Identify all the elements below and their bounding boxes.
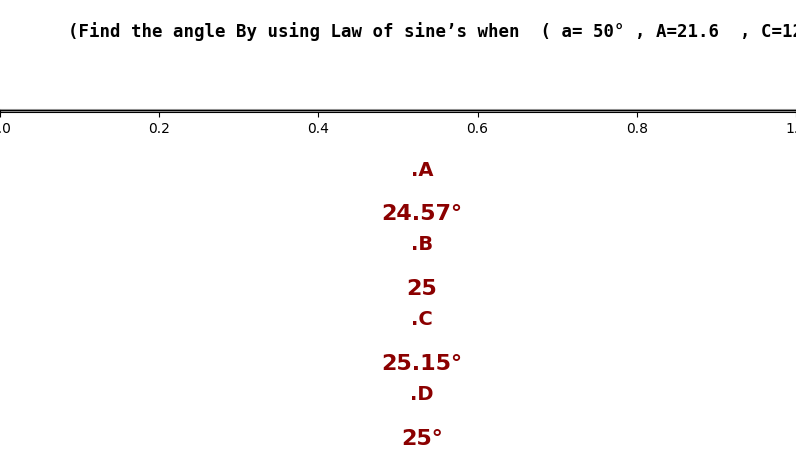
Text: .A: .A [411,161,433,179]
Text: (Find the angle By using Law of sine’s when  ( a= 50° , A=21.6  , C=12: (Find the angle By using Law of sine’s w… [68,22,796,41]
Text: .B: .B [411,235,433,254]
Text: .C: .C [411,310,433,329]
Text: .D: .D [410,385,434,404]
Text: 25: 25 [407,279,437,299]
Text: 25°: 25° [401,429,443,449]
Text: 25.15°: 25.15° [381,354,462,374]
Text: 24.57°: 24.57° [381,204,462,224]
